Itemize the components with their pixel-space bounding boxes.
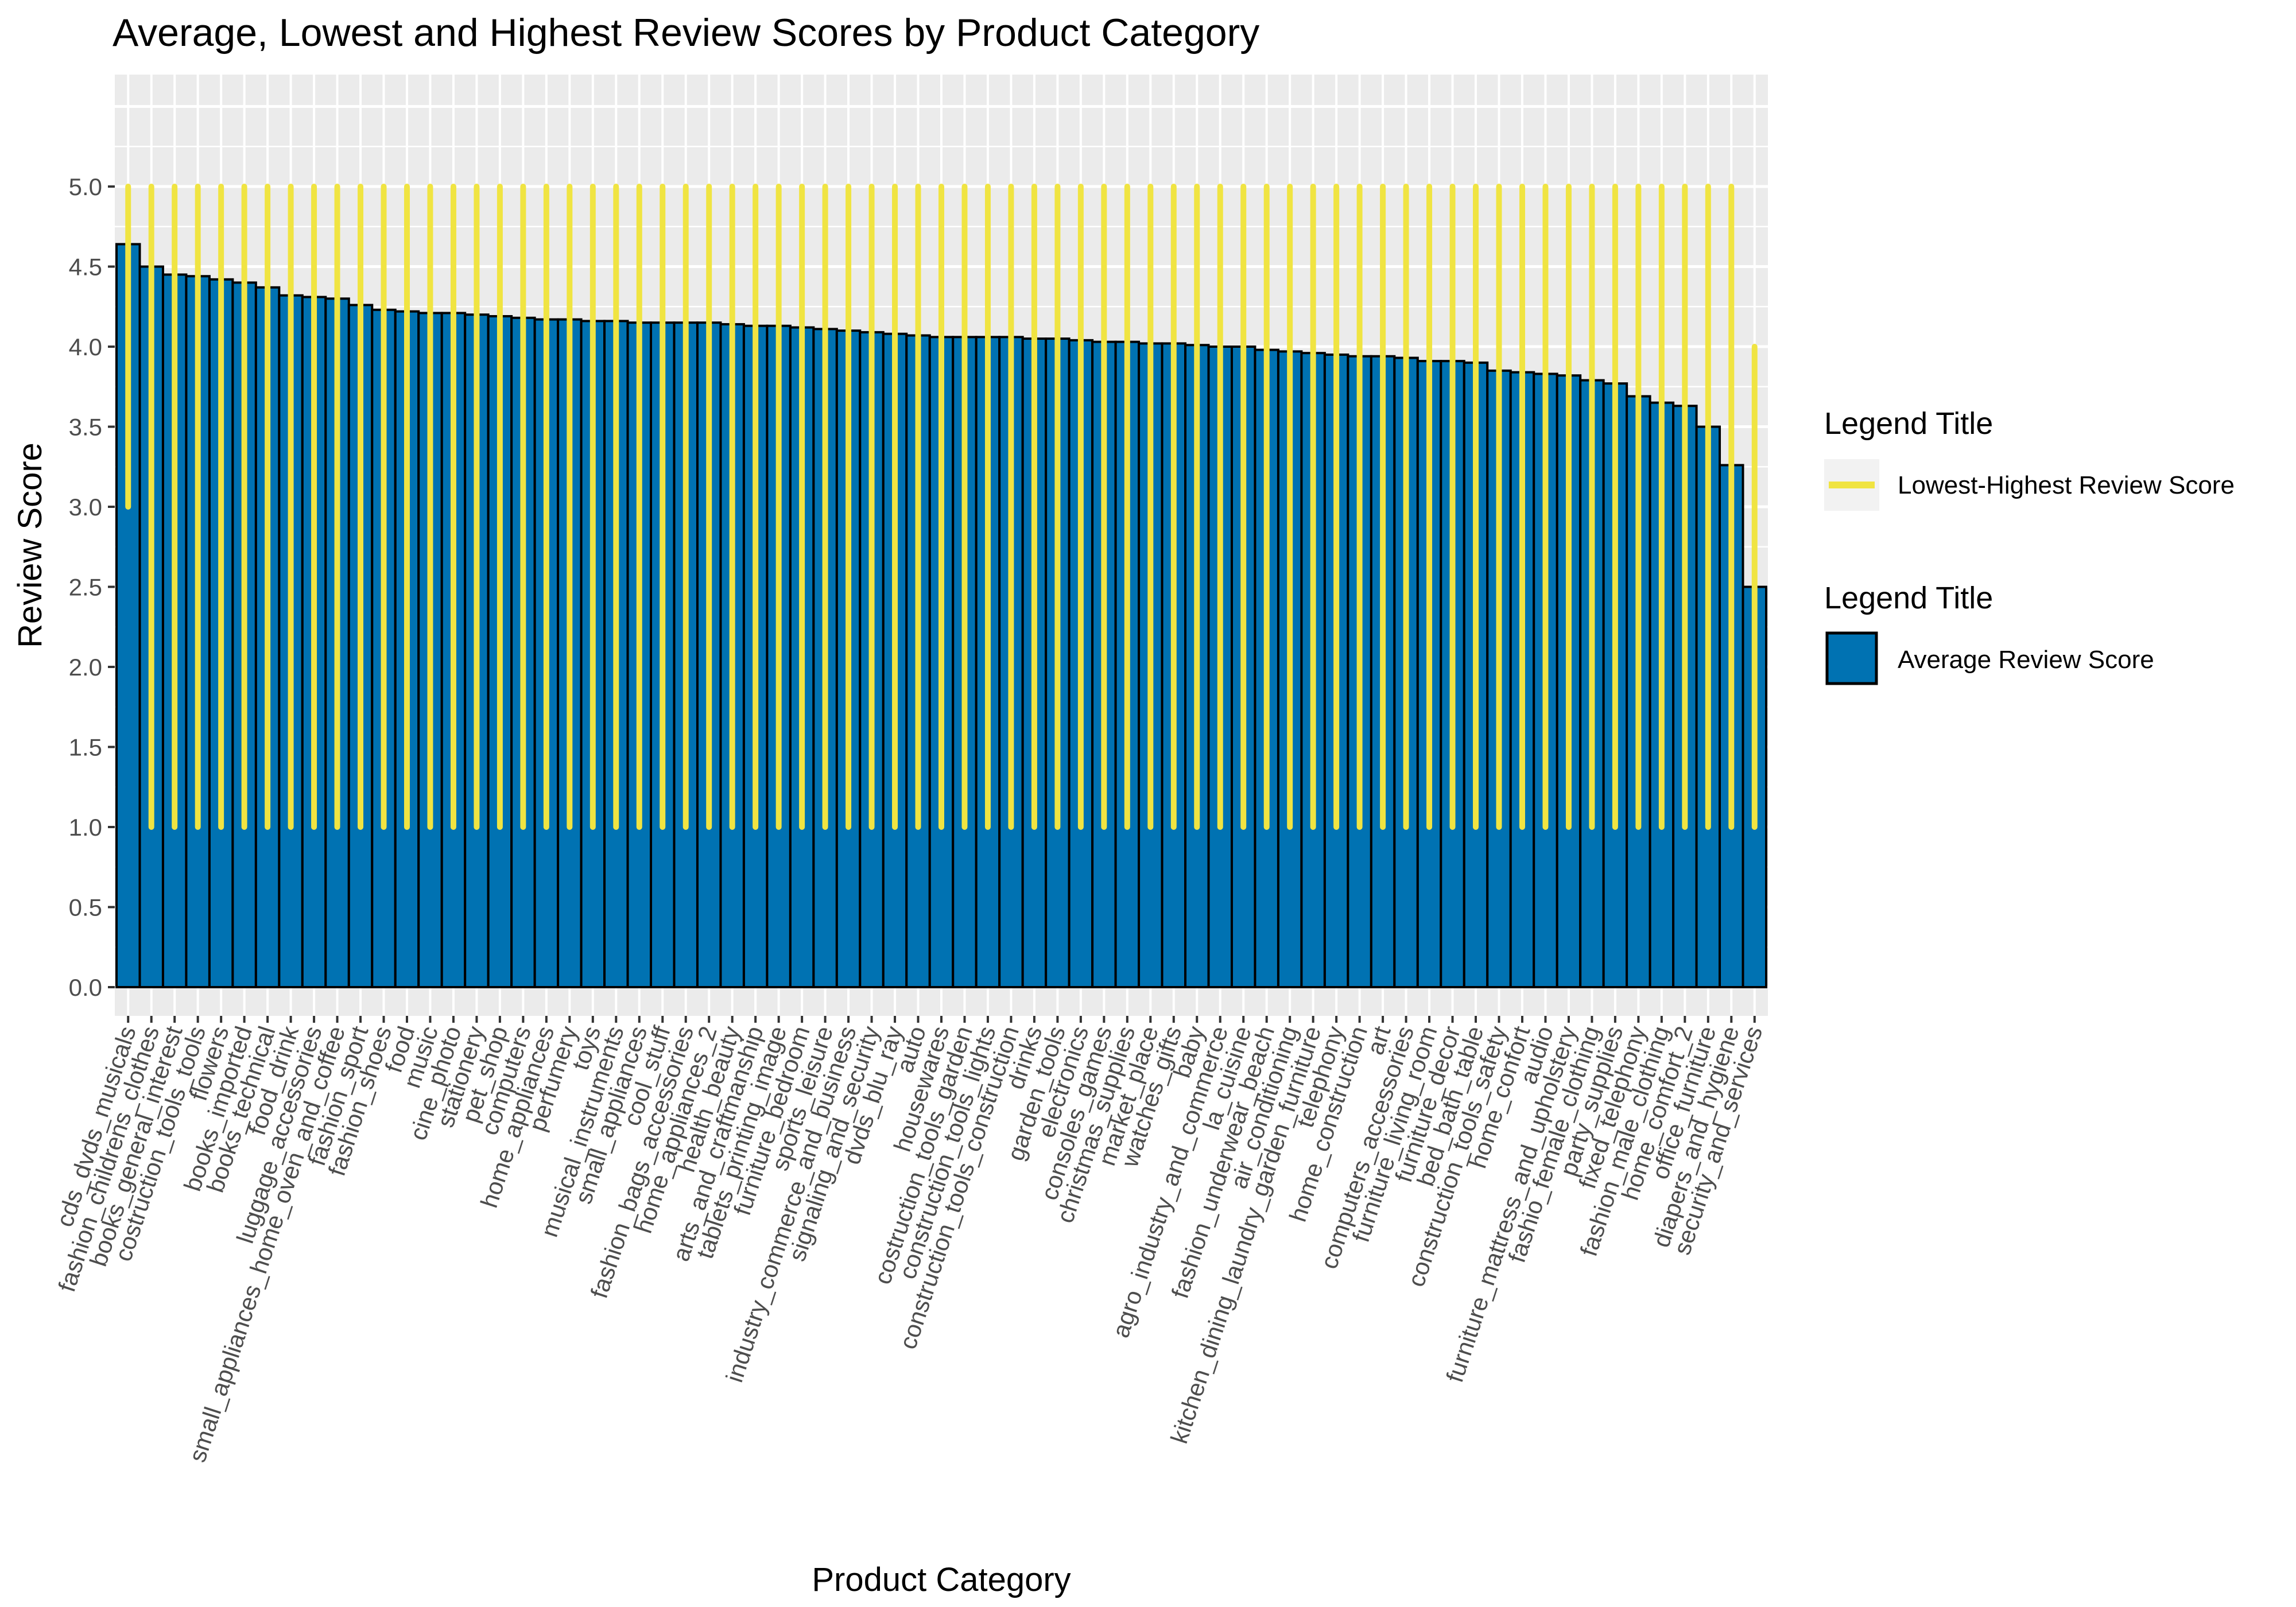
- y-tick-label: 1.5: [69, 734, 102, 761]
- y-tick-label: 2.5: [69, 574, 102, 601]
- x-axis-title: Product Category: [812, 1561, 1071, 1598]
- y-tick-label: 3.5: [69, 414, 102, 441]
- legend-label-range: Lowest-Highest Review Score: [1898, 471, 2235, 499]
- y-tick-label: 1.0: [69, 814, 102, 841]
- y-tick-label: 4.5: [69, 254, 102, 281]
- legend-title-range: Legend Title: [1824, 406, 1993, 441]
- y-axis-title: Review Score: [11, 442, 49, 648]
- legend: Legend Title Lowest-Highest Review Score…: [1824, 406, 2235, 685]
- legend-label-average: Average Review Score: [1898, 646, 2154, 674]
- y-tick-label: 0.5: [69, 894, 102, 921]
- y-axis-ticks: 0.0 0.5 1.0 1.5 2.0 2.5 3.0 3.5 4.0 4.5 5.0: [69, 173, 115, 1001]
- y-tick-label: 2.0: [69, 654, 102, 681]
- y-tick-label: 4.0: [69, 333, 102, 360]
- range-lines: [125, 184, 1758, 830]
- y-tick-label: 5.0: [69, 173, 102, 200]
- legend-key-average-fill: [1825, 631, 1878, 685]
- x-axis-ticks: cds_dvds_musicalsfashion_childrens_cloth…: [51, 1016, 1767, 1465]
- y-tick-label: 0.0: [69, 974, 102, 1001]
- average-bars: [115, 243, 1768, 989]
- chart-title: Average, Lowest and Highest Review Score…: [113, 11, 1259, 55]
- y-tick-label: 3.0: [69, 494, 102, 521]
- legend-title-average: Legend Title: [1824, 581, 1993, 615]
